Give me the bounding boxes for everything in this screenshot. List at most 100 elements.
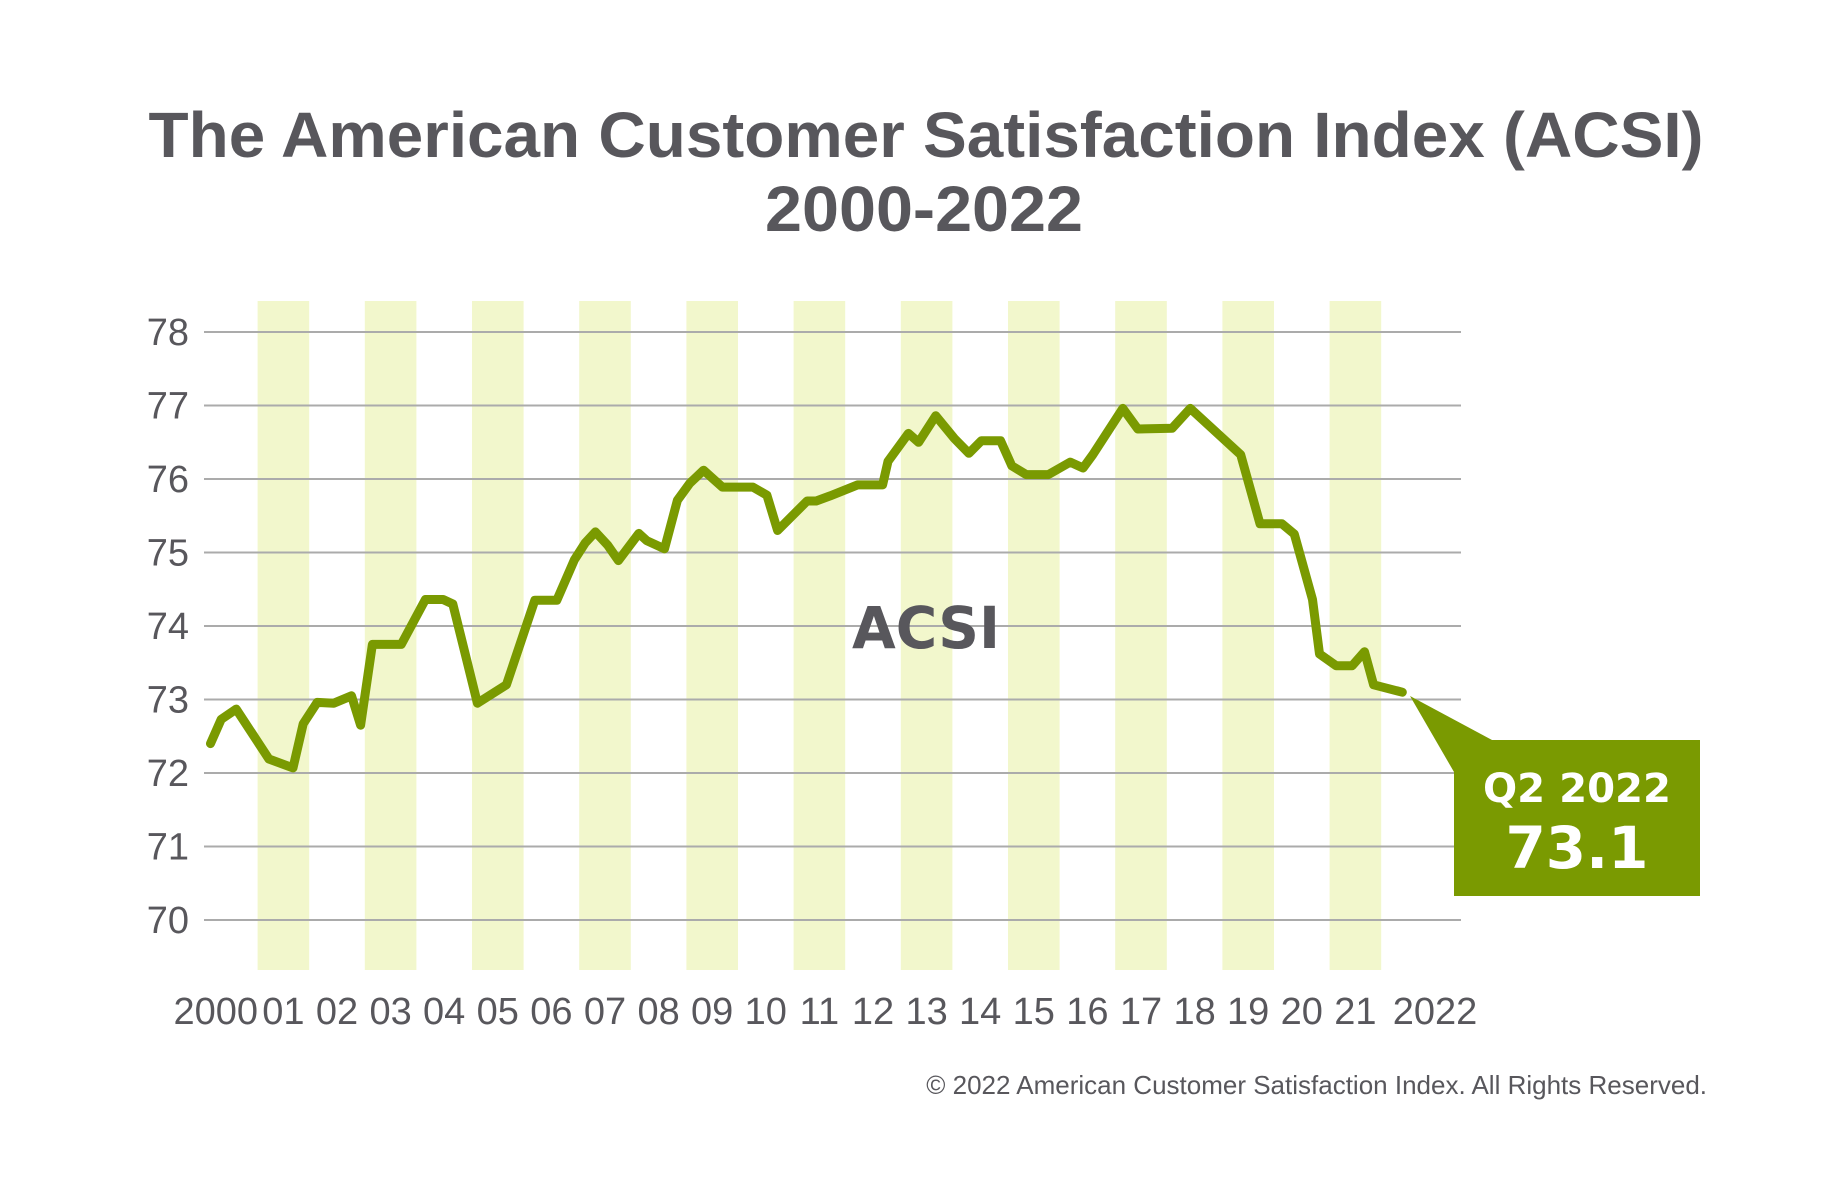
year-band-2011 [793,301,846,970]
x-tick-label: 05 [477,991,519,1033]
y-tick-label: 77 [147,386,189,428]
x-tick-label: 07 [584,991,626,1033]
data-point [803,497,811,505]
data-point [997,437,1005,445]
callout-value: 73.1 [1505,814,1648,882]
data-point [614,557,622,565]
year-band-2013 [900,301,953,970]
data-point [1066,458,1074,466]
y-axis-ticks: 70 71 72 73 74 75 76 77 78 [147,312,189,942]
y-tick-label: 74 [147,606,189,648]
data-point [1370,681,1378,689]
data-point [1256,520,1264,528]
data-point [265,755,273,763]
data-point [1398,688,1406,696]
data-point [449,600,457,608]
x-tick-label: 20 [1281,991,1323,1033]
data-point [1315,650,1323,658]
data-point [289,764,297,772]
y-tick-label: 76 [147,459,189,501]
year-bands [257,301,1382,970]
y-tick-label: 72 [147,753,189,795]
data-point [502,681,510,689]
data-point [591,528,599,536]
data-point [531,596,539,604]
y-tick-label: 70 [147,900,189,942]
series-acsi [206,403,1407,773]
data-point [232,705,240,713]
data-point [965,449,973,457]
data-point [718,483,726,491]
year-band-2007 [579,301,631,970]
data-point [643,537,651,545]
x-tick-label: 03 [369,991,411,1033]
data-point [709,475,717,483]
series-line-acsi [206,403,1407,773]
data-point [397,640,405,648]
x-tick-label: 01 [262,991,304,1033]
y-tick-label: 73 [147,680,189,722]
data-point [1134,425,1142,433]
x-tick-label: 17 [1120,991,1162,1033]
x-tick-label: 09 [691,991,733,1033]
data-point [1348,662,1356,670]
data-point [1186,404,1194,412]
data-point [1361,648,1369,656]
data-point [1008,462,1016,470]
x-tick-label: 14 [959,991,1001,1033]
data-point [1309,596,1317,604]
data-point [581,539,589,547]
latest-value-callout: Q2 2022 73.1 [1410,696,1700,896]
data-point [673,496,681,504]
data-point [763,491,771,499]
data-point [1089,451,1097,459]
series-label: ACSI [852,594,1000,662]
x-tick-label: 21 [1334,991,1376,1033]
data-point [1168,424,1176,432]
data-point [439,596,447,604]
data-point [459,641,467,649]
year-band-2021 [1329,301,1382,970]
data-point [570,556,578,564]
data-point [299,720,307,728]
x-tick-label: 2022 [1393,991,1478,1033]
data-point [1290,530,1298,538]
data-point [812,497,820,505]
x-tick-label: 13 [905,991,947,1033]
data-point [1119,404,1127,412]
data-point [904,429,912,437]
data-point [749,483,757,491]
data-point [1237,451,1245,459]
data-point [826,492,834,500]
copyright-footer: © 2022 American Customer Satisfaction In… [926,1070,1707,1100]
data-point [347,692,355,700]
x-tick-label: 10 [745,991,787,1033]
x-tick-label: 02 [316,991,358,1033]
data-point [1079,464,1087,472]
year-band-2017 [1115,301,1167,970]
y-tick-label: 71 [147,827,189,869]
data-point [660,545,668,553]
data-point [368,640,376,648]
x-tick-label: 15 [1013,991,1055,1033]
x-tick-label: 18 [1173,991,1215,1033]
x-tick-label: 12 [852,991,894,1033]
chart-subtitle: 2000-2022 [765,173,1083,245]
data-point [604,541,612,549]
year-band-2019 [1222,301,1274,970]
y-tick-label: 78 [147,312,189,354]
data-point [1278,520,1286,528]
x-tick-label: 06 [530,991,572,1033]
data-point [217,715,225,723]
y-tick-label: 75 [147,533,189,575]
x-tick-label: 2000 [174,991,259,1033]
data-point [915,438,923,446]
data-point [357,721,365,729]
x-axis-ticks: 2000 01 02 03 04 05 06 07 08 09 10 11 12 13 14 15 16 17 18… [174,991,1478,1033]
data-point [1022,471,1030,479]
data-point [635,529,643,537]
data-point [932,412,940,420]
x-tick-label: 19 [1227,991,1269,1033]
data-point [950,435,958,443]
